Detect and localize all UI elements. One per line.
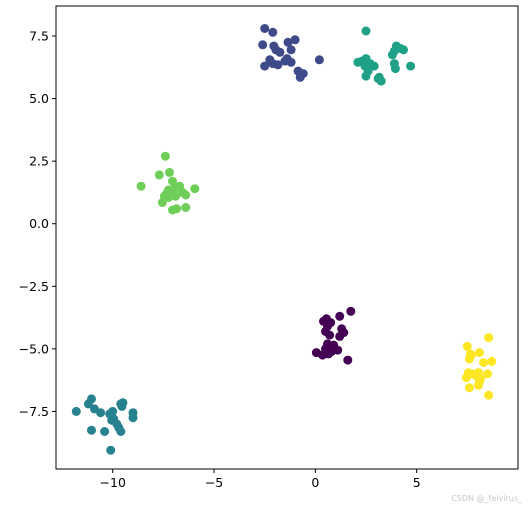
- data-point-cluster-3: [90, 404, 99, 414]
- plot-area: [56, 6, 518, 469]
- data-point-cluster-2: [283, 37, 293, 47]
- y-tick-label: 7.5: [29, 29, 49, 44]
- data-point-cluster-6: [474, 380, 483, 390]
- y-tick-label: −5.0: [19, 341, 49, 356]
- data-point-cluster-3: [128, 413, 138, 423]
- watermark: CSDN @_feivirus_: [451, 494, 522, 503]
- data-point-cluster-1: [333, 345, 343, 355]
- x-tick-label: 5: [413, 475, 421, 490]
- y-tick-label: 2.5: [29, 154, 49, 169]
- data-point-cluster-2: [282, 54, 292, 64]
- data-point-cluster-3: [83, 399, 93, 409]
- data-point-cluster-5: [136, 181, 146, 191]
- data-point-cluster-2: [271, 45, 281, 55]
- data-point-cluster-1: [325, 330, 335, 340]
- data-point-cluster-1: [335, 331, 345, 341]
- data-point-cluster-5: [157, 198, 167, 207]
- data-point-cluster-2: [286, 45, 296, 55]
- data-point-cluster-4: [406, 61, 416, 71]
- data-point-cluster-3: [71, 406, 81, 416]
- points-layer: [71, 24, 497, 455]
- x-axis: −10 −5 0 5: [100, 469, 421, 490]
- y-tick-label: −2.5: [19, 279, 49, 294]
- data-point-cluster-5: [190, 184, 200, 194]
- data-point-cluster-6: [479, 358, 489, 368]
- data-point-cluster-5: [160, 151, 170, 161]
- data-point-cluster-4: [387, 50, 397, 60]
- data-point-cluster-6: [475, 348, 484, 358]
- x-tick-label: −10: [100, 475, 126, 490]
- data-point-cluster-6: [462, 341, 472, 351]
- data-point-cluster-3: [105, 409, 115, 419]
- data-point-cluster-6: [484, 333, 494, 343]
- data-point-cluster-1: [346, 306, 356, 316]
- data-point-cluster-4: [399, 45, 408, 55]
- data-point-cluster-2: [295, 72, 305, 82]
- y-tick-label: −7.5: [19, 404, 49, 419]
- data-point-cluster-6: [473, 371, 482, 381]
- data-point-cluster-2: [260, 24, 270, 33]
- data-point-cluster-2: [273, 60, 283, 70]
- data-point-cluster-2: [290, 35, 300, 45]
- data-point-cluster-5: [161, 189, 171, 199]
- x-tick-label: −5: [205, 475, 223, 490]
- data-point-cluster-3: [118, 398, 128, 408]
- data-point-cluster-5: [168, 176, 177, 186]
- data-point-cluster-5: [165, 167, 174, 177]
- data-point-cluster-6: [484, 390, 494, 400]
- data-point-cluster-3: [87, 425, 96, 435]
- data-point-cluster-3: [116, 427, 126, 436]
- y-tick-label: 0.0: [29, 216, 49, 231]
- data-point-cluster-3: [106, 445, 116, 455]
- data-point-cluster-4: [353, 57, 363, 67]
- data-point-cluster-2: [258, 40, 268, 50]
- data-point-cluster-5: [181, 203, 191, 212]
- data-point-cluster-6: [483, 369, 493, 379]
- data-point-cluster-1: [335, 311, 345, 321]
- data-point-cluster-6: [487, 356, 497, 366]
- y-tick-label: 5.0: [29, 91, 49, 106]
- data-point-cluster-5: [171, 191, 181, 201]
- data-point-cluster-4: [390, 64, 400, 74]
- data-point-cluster-2: [268, 27, 278, 37]
- data-point-cluster-4: [361, 71, 371, 81]
- axes-frame: [55, 5, 519, 470]
- data-point-cluster-2: [260, 61, 270, 71]
- data-point-cluster-5: [172, 204, 182, 214]
- data-point-cluster-6: [466, 350, 476, 360]
- data-point-cluster-1: [343, 355, 353, 365]
- data-point-cluster-2: [314, 55, 324, 65]
- data-point-cluster-4: [369, 61, 379, 71]
- y-axis: 7.5 5.0 2.5 0.0 −2.5 −5.0 −7.5: [19, 29, 56, 419]
- data-point-cluster-4: [373, 74, 383, 84]
- x-tick-label: 0: [311, 475, 319, 490]
- data-point-cluster-6: [464, 383, 474, 393]
- data-point-cluster-5: [154, 170, 164, 180]
- data-point-cluster-4: [361, 26, 371, 36]
- data-point-cluster-3: [100, 427, 110, 436]
- data-point-cluster-1: [324, 349, 333, 359]
- data-point-cluster-5: [178, 188, 188, 197]
